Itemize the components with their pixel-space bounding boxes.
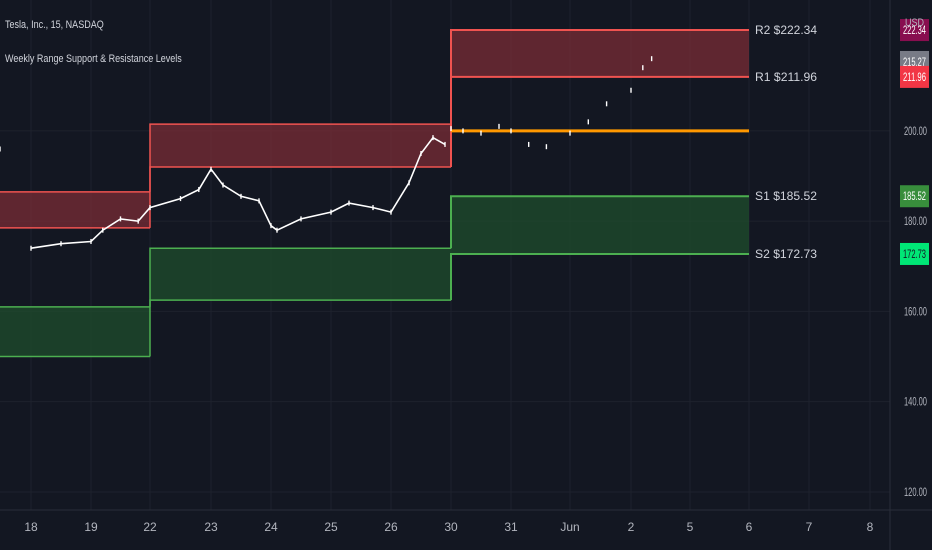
price-tag-text-r1: 211.96 bbox=[903, 72, 926, 84]
y-tick-label: 180.00 bbox=[904, 216, 927, 228]
indicator-title: Weekly Range Support & Resistance Levels bbox=[5, 53, 182, 65]
x-tick-label: 6 bbox=[746, 520, 753, 534]
x-tick-label: 26 bbox=[384, 520, 398, 534]
price-tag-text-s1: 185.52 bbox=[903, 191, 926, 203]
x-tick-label: 22 bbox=[143, 520, 157, 534]
price-tag-s2 bbox=[900, 242, 929, 265]
level-label-s2: S2 $172.73 bbox=[755, 247, 817, 261]
level-line-s1 bbox=[149, 247, 451, 307]
time-axis[interactable]: 18 19 22 23 24 25 26 30 31 Jun 2 5 6 7 8 bbox=[24, 520, 873, 534]
y-tick-label: 160.00 bbox=[904, 306, 927, 318]
level-label-r2: R2 $222.34 bbox=[755, 23, 817, 37]
support-zone bbox=[0, 306, 150, 357]
level-line-r1 bbox=[450, 75, 749, 167]
price-axis[interactable]: 120.00 140.00 160.00 180.00 200.00 bbox=[904, 126, 927, 499]
price-series bbox=[0, 56, 653, 251]
price-tag-text-s2: 172.73 bbox=[903, 249, 926, 261]
y-tick-label: 140.00 bbox=[904, 397, 927, 409]
symbol-title: Tesla, Inc., 15, NASDAQ bbox=[5, 19, 104, 31]
level-lines bbox=[0, 29, 749, 358]
x-tick-label: 24 bbox=[264, 520, 278, 534]
x-tick-label: 2 bbox=[628, 520, 635, 534]
level-label-s1: S1 $185.52 bbox=[755, 189, 817, 203]
y-tick-label: 120.00 bbox=[904, 487, 927, 499]
currency-label: USD bbox=[905, 17, 925, 29]
x-tick-label: 31 bbox=[504, 520, 518, 534]
resistance-zone bbox=[0, 191, 150, 228]
support-zone bbox=[451, 196, 749, 254]
price-line bbox=[30, 136, 446, 249]
x-tick-label: 5 bbox=[687, 520, 694, 534]
x-tick-label: Jun bbox=[560, 520, 579, 534]
resistance-zone bbox=[451, 30, 749, 77]
x-tick-label: 7 bbox=[806, 520, 813, 534]
x-tick-label: 30 bbox=[444, 520, 458, 534]
level-line-s1 bbox=[450, 195, 749, 249]
x-tick-label: 8 bbox=[867, 520, 874, 534]
x-tick-label: 18 bbox=[24, 520, 38, 534]
level-label-r1: R1 $211.96 bbox=[755, 70, 817, 84]
level-line-s2 bbox=[149, 299, 451, 357]
level-labels: R2 $222.34 R1 $211.96 S1 $185.52 S2 $172.73 bbox=[755, 23, 817, 261]
price-tag-text-r2: 222.34 bbox=[903, 25, 926, 37]
support-zone bbox=[150, 248, 451, 301]
y-tick-label: 200.00 bbox=[904, 126, 927, 138]
x-tick-label: 25 bbox=[324, 520, 338, 534]
level-zones bbox=[0, 30, 749, 357]
price-tag-s1 bbox=[900, 185, 929, 208]
x-tick-label: 23 bbox=[204, 520, 218, 534]
price-tag-r2 bbox=[900, 19, 929, 42]
level-line-s2 bbox=[450, 252, 749, 301]
x-tick-label: 19 bbox=[84, 520, 98, 534]
price-tag-r1 bbox=[900, 65, 929, 88]
resistance-zone bbox=[150, 124, 451, 167]
